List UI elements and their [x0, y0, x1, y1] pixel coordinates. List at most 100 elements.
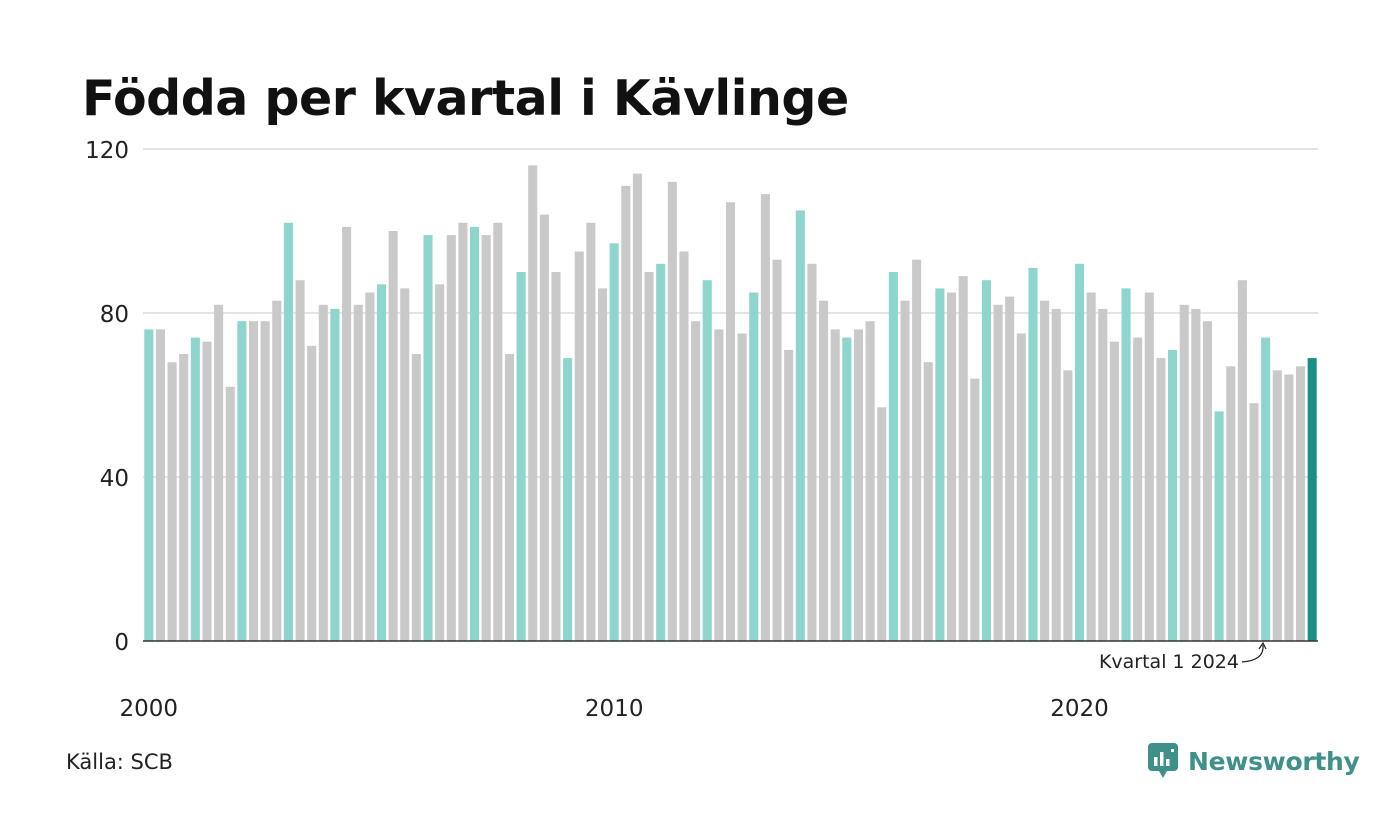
bar	[947, 292, 957, 641]
bar	[248, 321, 259, 641]
bar	[853, 329, 863, 641]
annotation-label: Kvartal 1 2024	[1099, 651, 1239, 673]
bar	[970, 378, 980, 641]
bar	[1051, 308, 1061, 641]
bar	[1296, 366, 1306, 641]
x-tick-label: 2010	[585, 696, 644, 722]
bar	[912, 259, 922, 641]
bar	[400, 288, 410, 641]
bar	[342, 226, 352, 641]
bar	[283, 222, 293, 642]
bar	[1109, 341, 1119, 641]
bar	[597, 288, 608, 641]
bar	[563, 358, 573, 641]
bar	[1261, 337, 1271, 641]
bar	[1040, 300, 1050, 641]
bar	[214, 304, 224, 641]
bar	[388, 231, 398, 641]
bar	[865, 321, 875, 641]
bar	[481, 235, 491, 641]
bar	[307, 345, 317, 641]
bar	[202, 341, 212, 641]
x-tick-label: 2020	[1050, 696, 1109, 722]
bar	[237, 321, 247, 641]
bar	[458, 222, 468, 642]
bar	[795, 210, 805, 641]
bar	[446, 235, 456, 641]
bar	[470, 226, 480, 641]
bar	[411, 354, 421, 641]
bar	[586, 222, 596, 642]
bar	[190, 337, 200, 641]
bars	[143, 165, 1318, 642]
bar	[435, 284, 445, 641]
bar	[656, 263, 666, 641]
bar	[1016, 333, 1026, 641]
brand-name: Newsworthy	[1188, 746, 1360, 776]
bar	[1028, 267, 1038, 641]
bar	[1237, 280, 1247, 641]
bar	[574, 251, 584, 641]
bar	[679, 251, 689, 641]
bar	[819, 300, 829, 641]
bar	[760, 194, 770, 641]
bar	[365, 292, 375, 641]
bar	[353, 304, 363, 641]
bar	[1307, 358, 1317, 641]
chart-title: Födda per kvartal i Kävlinge	[82, 70, 849, 127]
bar	[1156, 358, 1166, 641]
bar	[923, 362, 933, 641]
bar	[1272, 370, 1282, 641]
bar	[551, 272, 561, 641]
newsworthy-icon	[1148, 743, 1178, 778]
bar	[272, 300, 282, 641]
bar	[260, 321, 270, 641]
y-axis-ticks: 0 40 80 120	[85, 138, 129, 656]
bar	[179, 354, 189, 641]
brand-logo[interactable]: Newsworthy	[1148, 743, 1360, 779]
bar	[295, 280, 305, 641]
x-tick-label: 2000	[120, 696, 179, 722]
bar	[842, 337, 852, 641]
bar	[1121, 288, 1131, 641]
bar	[691, 321, 701, 641]
bar	[1202, 321, 1213, 641]
bar	[981, 280, 991, 641]
bar	[1168, 349, 1178, 641]
bar	[737, 333, 747, 641]
bar	[167, 362, 177, 641]
bar	[1214, 411, 1224, 641]
y-tick-label: 120	[85, 138, 129, 164]
annotation: Kvartal 1 2024	[1099, 641, 1267, 673]
y-tick-label: 40	[100, 466, 129, 492]
bar	[528, 165, 538, 641]
bar	[225, 386, 235, 641]
bar	[807, 263, 817, 641]
bar	[830, 329, 840, 641]
bar	[1074, 263, 1085, 641]
bar	[621, 185, 631, 641]
bar	[318, 304, 328, 641]
bar	[155, 329, 165, 641]
bar	[1063, 370, 1073, 641]
bar	[1133, 337, 1143, 641]
bar	[935, 288, 945, 641]
bar	[1179, 304, 1189, 641]
bar	[714, 329, 724, 641]
bar	[1098, 308, 1108, 641]
bar	[376, 284, 387, 641]
y-tick-label: 0	[114, 630, 129, 656]
bar	[1005, 296, 1015, 641]
annotation-arrowhead	[1258, 641, 1267, 650]
bar	[632, 173, 642, 641]
bar	[1086, 292, 1096, 641]
bar	[784, 349, 794, 641]
bar	[1191, 308, 1201, 641]
bar	[1144, 292, 1154, 641]
bar	[504, 354, 514, 641]
bar	[958, 276, 968, 641]
bar	[877, 407, 887, 641]
bar	[144, 329, 154, 641]
bar	[888, 272, 898, 641]
bar	[900, 300, 910, 641]
